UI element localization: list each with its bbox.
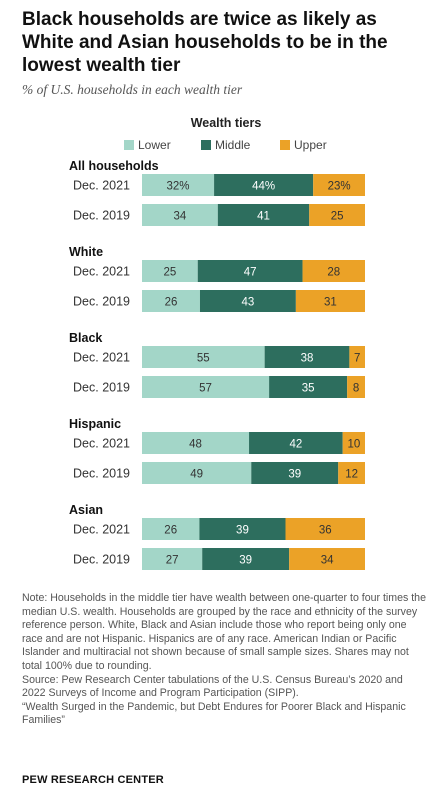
data-label: 38 bbox=[301, 353, 314, 365]
bar-segment-upper bbox=[295, 290, 365, 312]
bar-segment-lower bbox=[142, 290, 200, 312]
pew-logo-text: PEW RESEARCH CENTER bbox=[22, 774, 164, 786]
legend-label-upper: Upper bbox=[294, 138, 327, 152]
data-label: 43 bbox=[242, 297, 255, 309]
data-label: 35 bbox=[302, 383, 315, 395]
bar-segment-upper bbox=[347, 376, 365, 398]
data-label: 44% bbox=[252, 181, 275, 193]
row-label: Dec. 2019 bbox=[73, 295, 130, 309]
row-label: Dec. 2019 bbox=[73, 209, 130, 223]
row-label: Dec. 2021 bbox=[73, 265, 130, 279]
bar-segment-lower bbox=[142, 174, 215, 196]
group-label: All households bbox=[69, 159, 159, 173]
bar-segment-upper bbox=[285, 518, 365, 540]
data-label: 10 bbox=[347, 439, 360, 451]
data-label: 26 bbox=[165, 297, 178, 309]
bar-segment-middle bbox=[251, 462, 339, 484]
legend-swatch-middle bbox=[201, 140, 211, 150]
data-label: 41 bbox=[257, 211, 270, 223]
data-label: 25 bbox=[331, 211, 344, 223]
stacked-bar-chart: Wealth tiers Lower Middle Upper All househol… bbox=[69, 116, 365, 570]
bar-segment-lower bbox=[142, 376, 270, 398]
data-label: 36 bbox=[319, 525, 332, 537]
legend-label-middle: Middle bbox=[215, 138, 251, 152]
chart-subtitle: % of U.S. households in each wealth tier bbox=[22, 82, 243, 97]
bar-segment-middle bbox=[197, 260, 303, 282]
bar-segment-upper bbox=[289, 548, 365, 570]
note-text: Note: Households in the middle tier have… bbox=[22, 592, 426, 672]
row-label: Dec. 2021 bbox=[73, 523, 130, 537]
bar-segment-lower bbox=[142, 204, 218, 226]
bar-segment-middle bbox=[214, 174, 314, 196]
data-label: 39 bbox=[288, 469, 301, 481]
bar-segment-middle bbox=[249, 432, 343, 454]
bar-segment-middle bbox=[217, 204, 310, 226]
data-label: 31 bbox=[324, 297, 337, 309]
bar-segment-middle bbox=[202, 548, 290, 570]
data-label: 48 bbox=[189, 439, 202, 451]
group-label: Asian bbox=[69, 503, 103, 517]
chart-title: Black households are twice as likely as … bbox=[22, 9, 388, 76]
data-label: 42 bbox=[289, 439, 302, 451]
row-label: Dec. 2019 bbox=[73, 381, 130, 395]
bar-segment-lower bbox=[142, 518, 200, 540]
data-label: 39 bbox=[239, 555, 252, 567]
data-label: 34 bbox=[174, 211, 187, 223]
legend-label-lower: Lower bbox=[138, 138, 171, 152]
legend-swatch-upper bbox=[280, 140, 290, 150]
bar-segment-lower bbox=[142, 346, 265, 368]
bar-segment-lower bbox=[142, 432, 250, 454]
bar-segment-upper bbox=[313, 174, 365, 196]
bar-segment-upper bbox=[302, 260, 365, 282]
bar-segment-upper bbox=[349, 346, 365, 368]
bar-segment-lower bbox=[142, 462, 252, 484]
row-label: Dec. 2019 bbox=[73, 467, 130, 481]
data-label: 47 bbox=[244, 267, 257, 279]
group-label: Hispanic bbox=[69, 417, 121, 431]
data-label: 28 bbox=[327, 267, 340, 279]
legend-swatch-lower bbox=[124, 140, 134, 150]
bar-segment-upper bbox=[338, 462, 365, 484]
data-label: 55 bbox=[197, 353, 210, 365]
bar-segment-middle bbox=[269, 376, 348, 398]
data-label: 23% bbox=[328, 181, 351, 193]
source-text: Source: Pew Research Center tabulations … bbox=[22, 673, 403, 700]
bar-segment-lower bbox=[142, 548, 203, 570]
data-label: 12 bbox=[345, 469, 358, 481]
bar-segment-middle bbox=[199, 518, 286, 540]
bar-segment-middle bbox=[199, 290, 296, 312]
data-label: 27 bbox=[166, 555, 179, 567]
data-label: 7 bbox=[354, 353, 360, 365]
bar-segment-middle bbox=[264, 346, 350, 368]
report-title: “Wealth Surged in the Pandemic, but Debt… bbox=[22, 700, 406, 727]
bar-segment-lower bbox=[142, 260, 198, 282]
row-label: Dec. 2021 bbox=[73, 179, 130, 193]
data-label: 34 bbox=[321, 555, 334, 567]
row-label: Dec. 2019 bbox=[73, 553, 130, 567]
data-label: 39 bbox=[236, 525, 249, 537]
bar-segment-upper bbox=[342, 432, 365, 454]
bar-segment-upper bbox=[309, 204, 365, 226]
group-label: Black bbox=[69, 331, 102, 345]
data-label: 32% bbox=[167, 181, 190, 193]
row-label: Dec. 2021 bbox=[73, 437, 130, 451]
data-label: 26 bbox=[164, 525, 177, 537]
footnote: Note: Households in the middle tier have… bbox=[22, 592, 427, 728]
group-label: White bbox=[69, 245, 103, 259]
data-label: 25 bbox=[163, 267, 176, 279]
data-label: 8 bbox=[353, 383, 359, 395]
legend-title: Wealth tiers bbox=[191, 116, 262, 130]
data-label: 57 bbox=[199, 383, 212, 395]
data-label: 49 bbox=[190, 469, 203, 481]
row-label: Dec. 2021 bbox=[73, 351, 130, 365]
